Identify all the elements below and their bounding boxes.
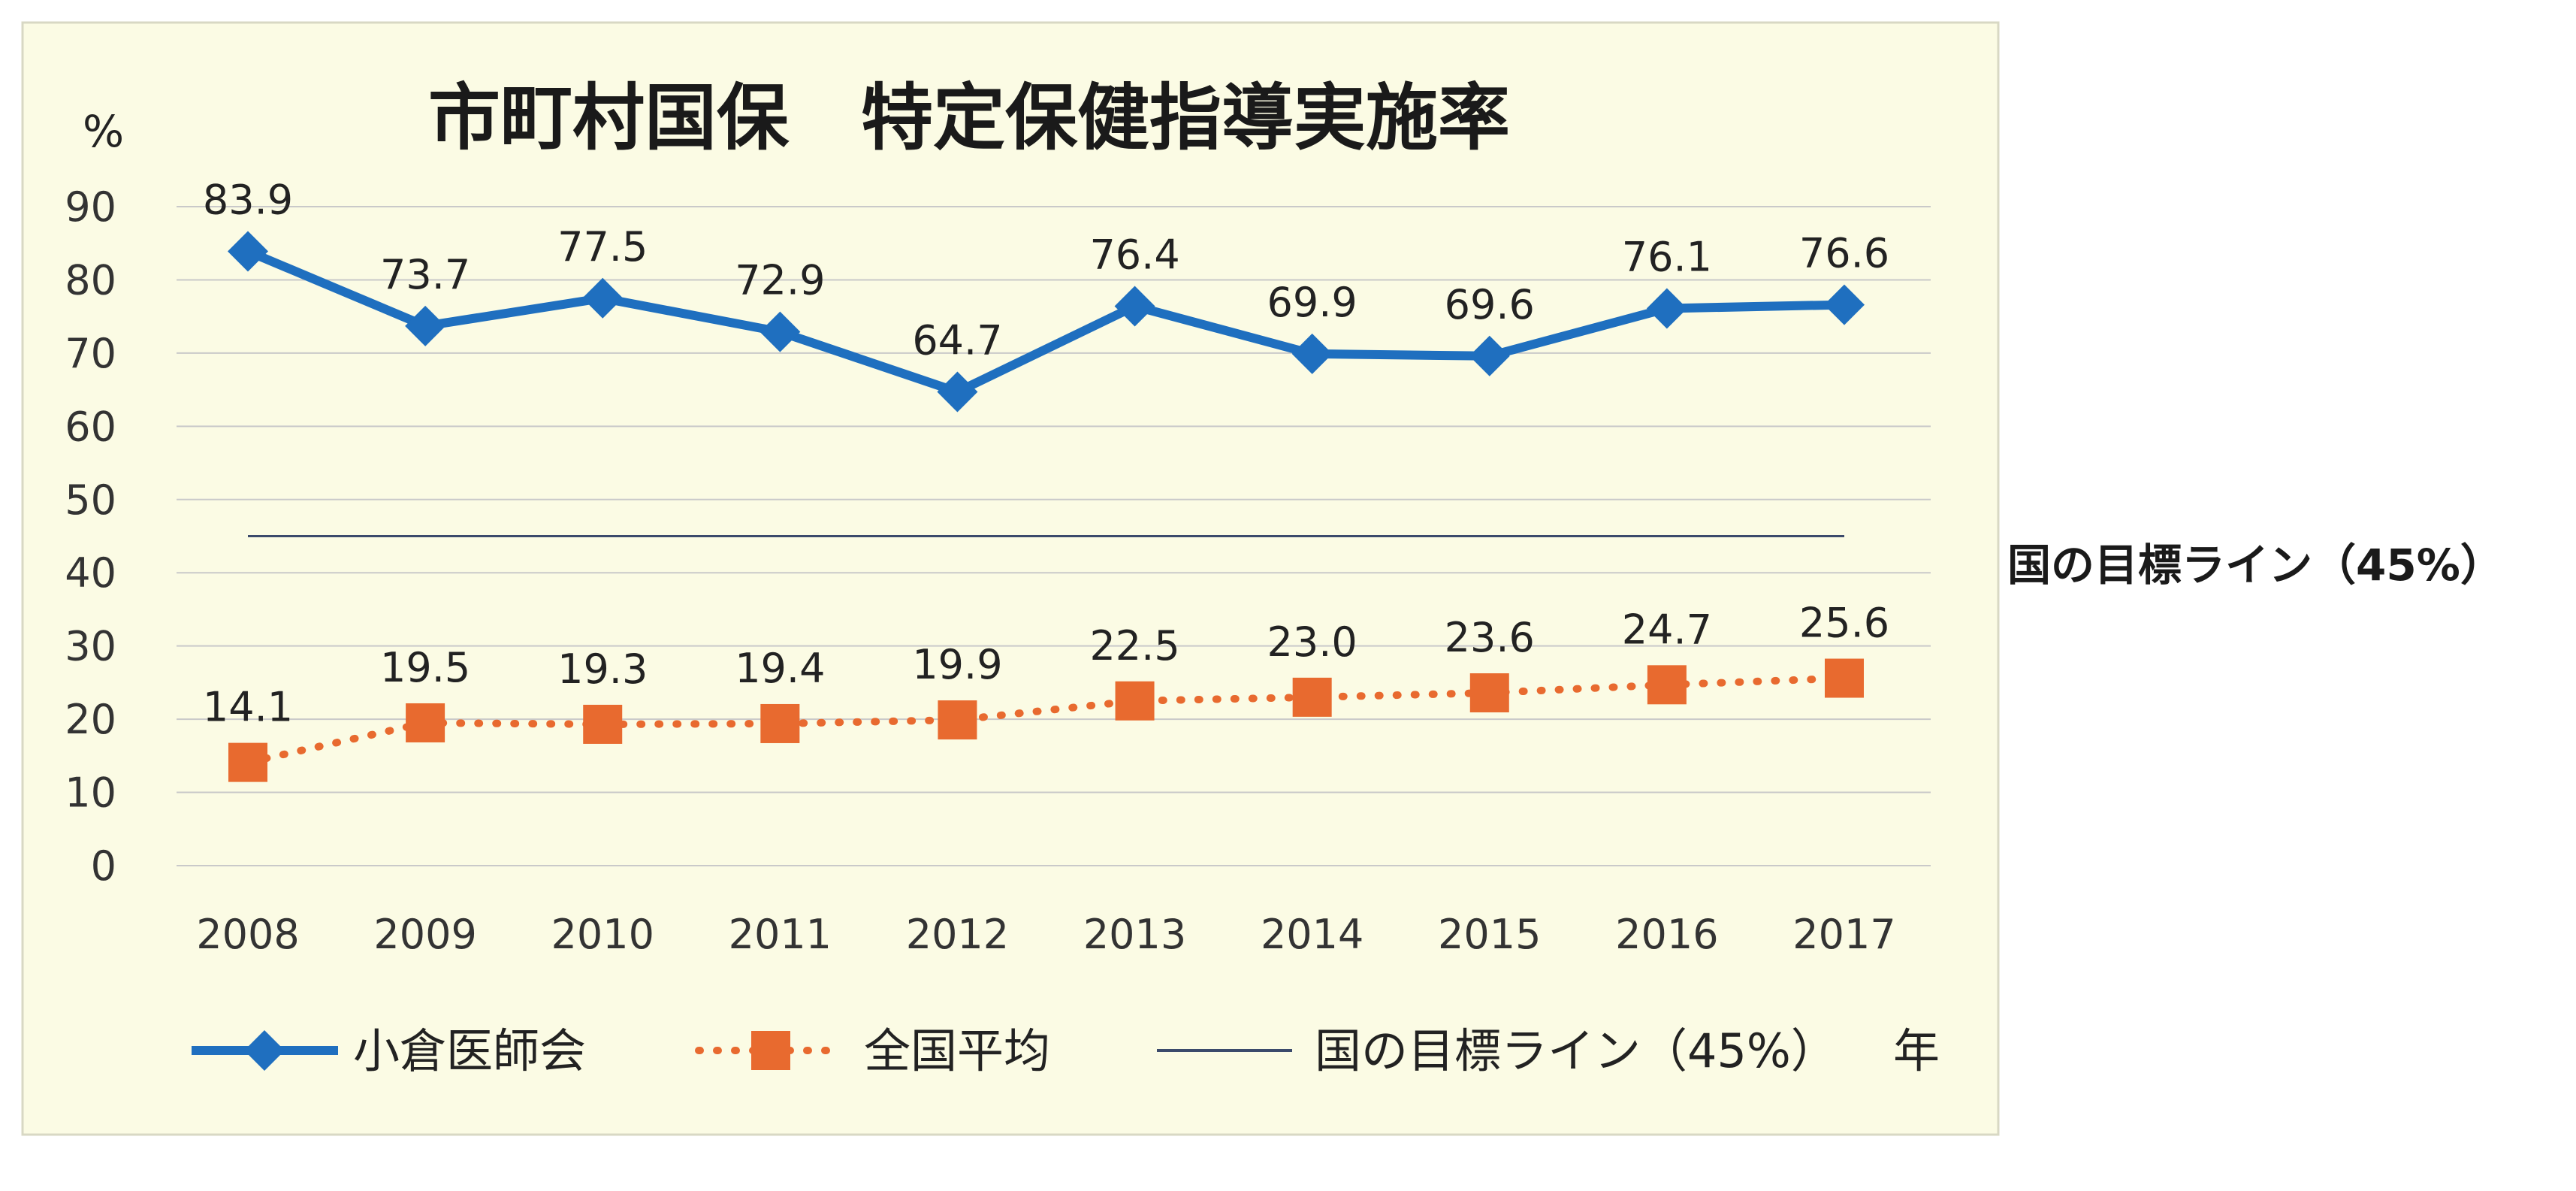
y-tick-label: 10	[65, 769, 116, 817]
x-tick-label: 2015	[1438, 911, 1541, 958]
data-label-national: 14.1	[203, 684, 293, 731]
data-label-national: 24.7	[1622, 606, 1712, 653]
data-point-ogura	[582, 277, 624, 319]
legend-marker-national	[751, 1031, 790, 1070]
data-label-national: 23.6	[1445, 614, 1535, 661]
legend: 小倉医師会 全国平均 国の目標ライン（45%） 年	[192, 1023, 1940, 1078]
data-label-ogura: 76.1	[1622, 233, 1712, 280]
x-tick-label: 2014	[1261, 911, 1363, 958]
data-point-national	[760, 703, 800, 743]
data-label-ogura: 64.7	[912, 317, 1002, 364]
y-tick-label: 90	[65, 183, 116, 231]
x-tick-label: 2009	[373, 911, 476, 958]
gridlines	[177, 206, 1931, 866]
y-tick-label: 0	[91, 842, 116, 890]
data-point-ogura	[1469, 335, 1510, 376]
data-point-ogura	[1646, 288, 1687, 329]
data-point-ogura	[760, 311, 801, 352]
x-tick-label: 2013	[1083, 911, 1186, 958]
y-tick-label: 50	[65, 476, 116, 524]
data-label-ogura: 72.9	[735, 257, 825, 304]
data-label-national: 19.9	[912, 641, 1002, 688]
data-point-ogura	[1824, 284, 1865, 325]
data-label-ogura: 73.7	[380, 251, 470, 298]
legend-marker-ogura	[244, 1030, 285, 1071]
x-tick-label: 2010	[551, 911, 654, 958]
x-tick-label: 2011	[729, 911, 832, 958]
data-point-national	[1469, 673, 1509, 713]
chart-title: 市町村国保 特定保健指導実施率	[428, 76, 1510, 160]
data-label-ogura: 69.9	[1267, 279, 1357, 326]
data-point-ogura	[1114, 286, 1155, 327]
data-label-ogura: 69.6	[1445, 281, 1535, 328]
series-layer	[228, 231, 1865, 782]
data-label-national: 19.4	[735, 645, 825, 692]
y-tick-label: 60	[65, 403, 116, 450]
legend-label-ogura: 小倉医師会	[353, 1023, 586, 1078]
data-point-national	[228, 742, 267, 782]
data-point-national	[1115, 681, 1155, 721]
x-axis-unit: 年	[1893, 1023, 1940, 1078]
y-tick-label: 20	[65, 696, 116, 743]
data-label-national: 23.0	[1267, 618, 1357, 666]
data-point-ogura	[228, 231, 268, 272]
data-point-national	[406, 703, 445, 742]
target-line-side-label: 国の目標ライン（45%）	[2007, 540, 2504, 591]
series-line-national	[244, 674, 1848, 766]
data-label-national: 22.5	[1089, 622, 1179, 670]
y-tick-label: 70	[65, 330, 116, 377]
x-tick-label: 2012	[906, 911, 1009, 958]
data-label-national: 19.5	[380, 644, 470, 691]
data-point-national	[583, 704, 623, 744]
legend-label-national: 全国平均	[864, 1023, 1050, 1078]
data-point-national	[1292, 677, 1332, 717]
x-tick-labels: 2008 2009 2010 2011 2012 2013 2014 2015 2016 2017	[196, 911, 1895, 958]
series-line-ogura	[246, 246, 1845, 397]
data-point-national	[1825, 658, 1864, 698]
data-labels: 83.9 73.7 77.5 72.9 64.7 76.4 69.9 69.6 76.1 76.6…	[203, 176, 1889, 730]
y-tick-labels: 0 10 20 30 40 50 60 70 80 90	[65, 183, 116, 890]
data-point-national	[938, 700, 977, 740]
y-tick-label: 30	[65, 623, 116, 670]
x-tick-label: 2016	[1615, 911, 1718, 958]
legend-label-target: 国の目標ライン（45%）	[1315, 1023, 1838, 1078]
data-label-national: 25.6	[1799, 600, 1889, 647]
data-point-national	[1647, 665, 1687, 705]
data-label-national: 19.3	[557, 645, 648, 693]
data-point-ogura	[1291, 333, 1333, 374]
data-label-ogura: 76.4	[1089, 231, 1179, 279]
chart-panel	[21, 21, 2000, 1136]
data-point-ogura	[937, 371, 978, 413]
y-tick-label: 40	[65, 549, 116, 597]
y-axis-unit: %	[83, 106, 124, 157]
data-label-ogura: 76.6	[1799, 230, 1889, 277]
y-tick-label: 80	[65, 256, 116, 304]
data-label-ogura: 77.5	[557, 223, 648, 271]
data-label-ogura: 83.9	[203, 176, 293, 223]
data-point-ogura	[405, 305, 446, 346]
x-tick-label: 2008	[196, 911, 299, 958]
x-tick-label: 2017	[1792, 911, 1895, 958]
